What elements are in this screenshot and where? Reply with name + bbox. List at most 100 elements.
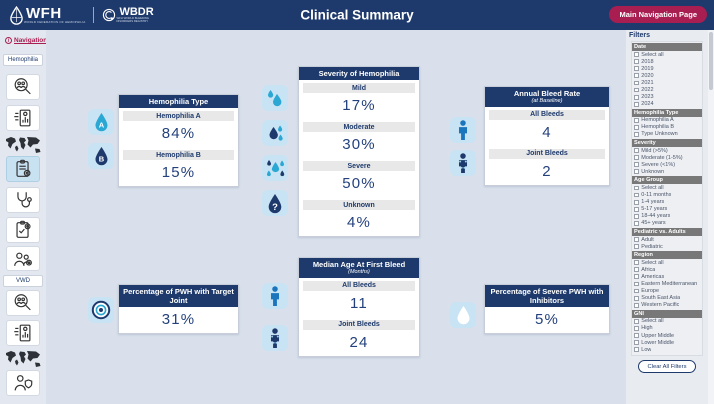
checkbox-icon[interactable] xyxy=(634,326,639,331)
scrollbar-thumb[interactable] xyxy=(709,32,713,90)
checkbox-icon[interactable] xyxy=(634,340,639,346)
clear-all-filters-button[interactable]: Clear All Filters xyxy=(638,360,696,374)
filters-title: Filters xyxy=(629,32,651,39)
filter-option[interactable]: Adult xyxy=(632,236,702,243)
filter-option[interactable]: Type Unknown xyxy=(632,131,702,138)
checkbox-icon[interactable] xyxy=(634,148,639,153)
wfh-tagline: WORLD FEDERATION OF HEMOPHILIA xyxy=(24,19,86,24)
checkbox-icon[interactable] xyxy=(634,117,639,123)
checkbox-icon[interactable] xyxy=(634,199,639,205)
filter-option[interactable]: 45+ years xyxy=(632,220,702,227)
checkbox-icon[interactable] xyxy=(634,94,639,100)
checkbox-icon[interactable] xyxy=(634,206,639,212)
filter-option[interactable]: Severe (<1%) xyxy=(632,161,702,168)
filter-option[interactable]: 5-17 years xyxy=(632,206,702,213)
checkbox-icon[interactable] xyxy=(634,80,639,86)
filter-option[interactable]: 2018 xyxy=(632,58,702,65)
navigation-link[interactable]: i Navigation xyxy=(5,37,47,44)
filter-option[interactable]: Eastern Mediterranean xyxy=(632,280,702,287)
filter-option[interactable]: Europe xyxy=(632,288,702,295)
sidebar-item-vwd-patients[interactable] xyxy=(6,370,40,396)
filter-option[interactable]: 2021 xyxy=(632,79,702,86)
checkbox-icon[interactable] xyxy=(634,185,639,191)
checkbox-icon[interactable] xyxy=(634,52,639,57)
checkbox-icon[interactable] xyxy=(634,213,639,219)
checkbox-icon[interactable] xyxy=(634,244,639,249)
sidebar-item-vwd-report[interactable] xyxy=(6,320,40,346)
filter-option[interactable]: Africa xyxy=(632,266,702,273)
checkbox-icon[interactable] xyxy=(634,124,639,130)
checkbox-icon[interactable] xyxy=(634,333,639,338)
filter-option-label: 2024 xyxy=(641,101,654,108)
filter-option[interactable]: Select all xyxy=(632,51,702,58)
filter-option[interactable]: 2024 xyxy=(632,101,702,108)
checkbox-icon[interactable] xyxy=(634,267,639,273)
report-chart-icon xyxy=(14,324,31,342)
sidebar-item-patients[interactable] xyxy=(6,246,40,271)
filter-option[interactable]: Unknown xyxy=(632,168,702,175)
sidebar-item-report[interactable] xyxy=(6,105,40,131)
checkbox-icon[interactable] xyxy=(634,101,639,107)
filter-option[interactable]: Select all xyxy=(632,184,702,191)
filter-option[interactable]: Hemophilia B xyxy=(632,124,702,131)
sidebar-item-treatment[interactable] xyxy=(6,217,40,243)
filter-option[interactable]: Moderate (1-5%) xyxy=(632,154,702,161)
target-joint-tile xyxy=(88,297,114,323)
main-content: A B Hemophilia Type Hemophilia A 84% Hem… xyxy=(46,30,626,404)
card-title: Percentage of PWH with Target Joint xyxy=(123,287,234,305)
filter-option[interactable]: Americas xyxy=(632,273,702,280)
filter-option[interactable]: 2020 xyxy=(632,72,702,79)
checkbox-icon[interactable] xyxy=(634,66,639,72)
checkbox-icon[interactable] xyxy=(634,192,639,198)
checkbox-icon[interactable] xyxy=(634,221,639,226)
drop-a-icon: A xyxy=(95,113,107,132)
checkbox-icon[interactable] xyxy=(634,260,639,266)
filter-option[interactable]: Hemophilia A xyxy=(632,117,702,124)
checkbox-icon[interactable] xyxy=(634,73,639,79)
sidebar-item-demographics[interactable] xyxy=(6,74,40,100)
filter-option[interactable]: 2022 xyxy=(632,86,702,93)
sidebar-item-diagnosis[interactable] xyxy=(6,187,40,213)
checkbox-icon[interactable] xyxy=(634,59,639,65)
checkbox-icon[interactable] xyxy=(634,169,639,175)
drop-b-icon: B xyxy=(95,147,107,166)
filter-option[interactable]: Lower Middle xyxy=(632,339,702,346)
filter-option[interactable]: High xyxy=(632,325,702,332)
filter-option[interactable]: 2023 xyxy=(632,94,702,101)
filter-option[interactable]: Pediatric xyxy=(632,243,702,250)
checkbox-icon[interactable] xyxy=(634,237,639,242)
checkbox-icon[interactable] xyxy=(634,162,639,168)
checkbox-icon[interactable] xyxy=(634,132,639,137)
metric-label: Hemophilia B xyxy=(123,150,234,160)
checkbox-icon[interactable] xyxy=(634,295,639,301)
treatment-clipboard-icon xyxy=(16,220,31,238)
filter-option[interactable]: Upper Middle xyxy=(632,332,702,339)
card-subtitle: (at Baseline) xyxy=(531,98,563,104)
filter-option[interactable]: 2019 xyxy=(632,65,702,72)
checkbox-icon[interactable] xyxy=(634,155,639,161)
filter-option[interactable]: Western Pacific xyxy=(632,302,702,309)
main-navigation-page-button[interactable]: Main Navigation Page xyxy=(609,6,707,23)
checkbox-icon[interactable] xyxy=(634,281,639,287)
filter-option[interactable]: Select all xyxy=(632,259,702,266)
severity-severe-tile xyxy=(262,155,288,181)
checkbox-icon[interactable] xyxy=(634,318,639,324)
filter-option[interactable]: 1-4 years xyxy=(632,199,702,206)
filter-option[interactable]: Select all xyxy=(632,318,702,325)
clinical-clipboard-icon xyxy=(16,159,31,177)
filter-option[interactable]: Mild (>5%) xyxy=(632,147,702,154)
checkbox-icon[interactable] xyxy=(634,87,639,93)
filter-option[interactable]: South East Asia xyxy=(632,295,702,302)
checkbox-icon[interactable] xyxy=(634,302,639,308)
checkbox-icon[interactable] xyxy=(634,274,639,280)
checkbox-icon[interactable] xyxy=(634,288,639,294)
sidebar-item-vwd-demographics[interactable] xyxy=(6,290,40,316)
scrollbar[interactable] xyxy=(708,30,714,404)
sidebar-item-world-map[interactable] xyxy=(2,134,44,154)
filter-option[interactable]: 18-44 years xyxy=(632,213,702,220)
checkbox-icon[interactable] xyxy=(634,347,639,353)
filter-option[interactable]: 0-11 months xyxy=(632,192,702,199)
filter-option[interactable]: Low xyxy=(632,346,702,353)
sidebar-item-vwd-world-map[interactable] xyxy=(2,348,44,368)
sidebar-item-clinical-summary[interactable] xyxy=(6,156,40,182)
